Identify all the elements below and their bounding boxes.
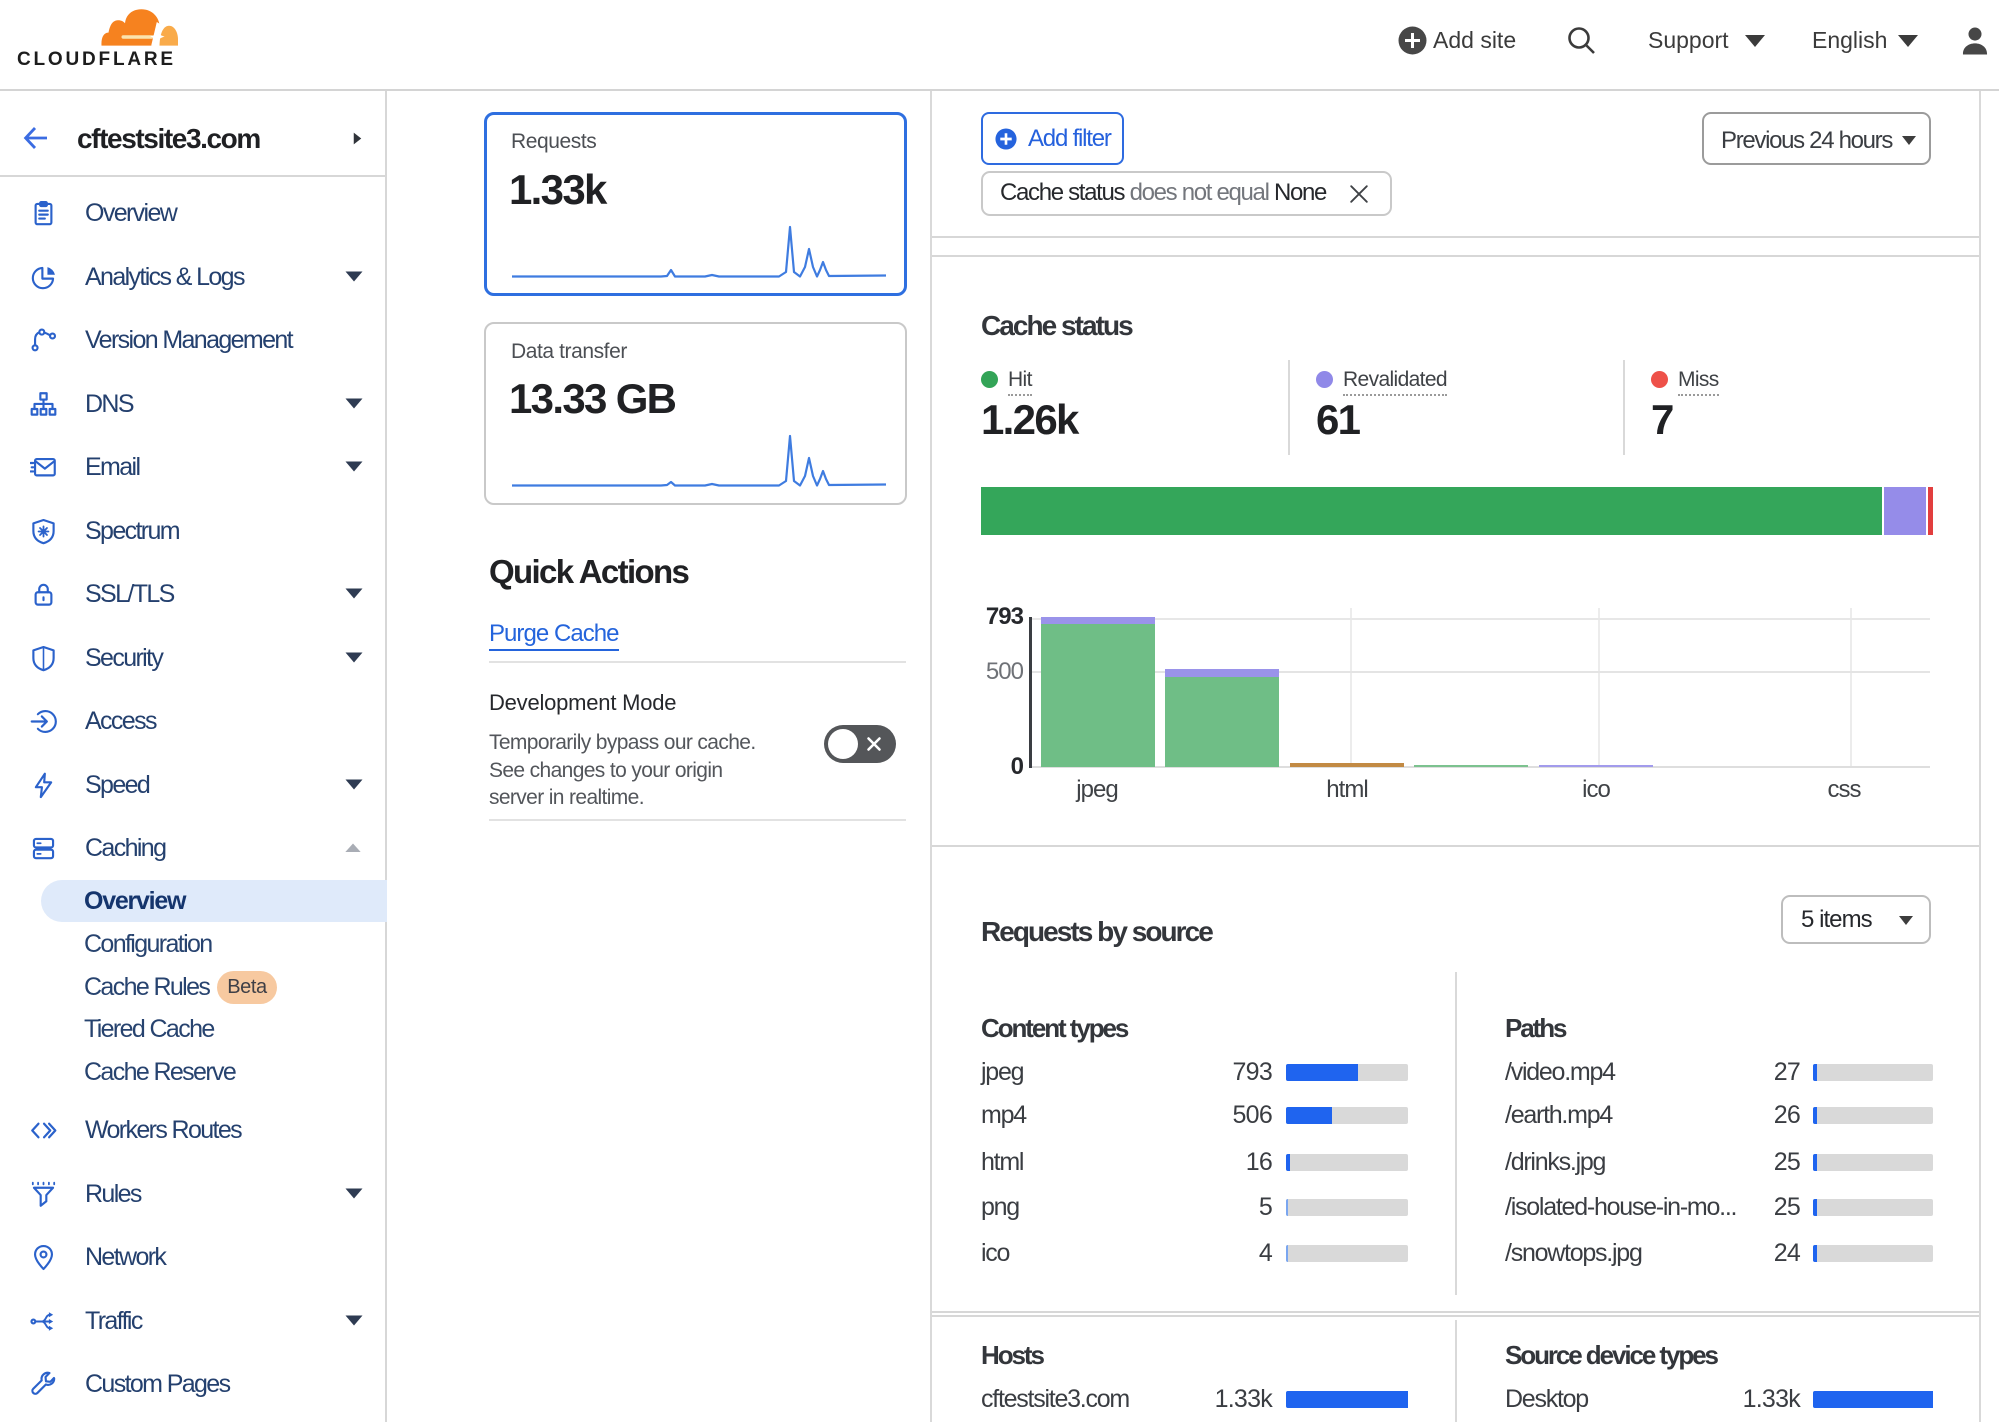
svg-text:CLOUDFLARE: CLOUDFLARE: [17, 49, 176, 69]
